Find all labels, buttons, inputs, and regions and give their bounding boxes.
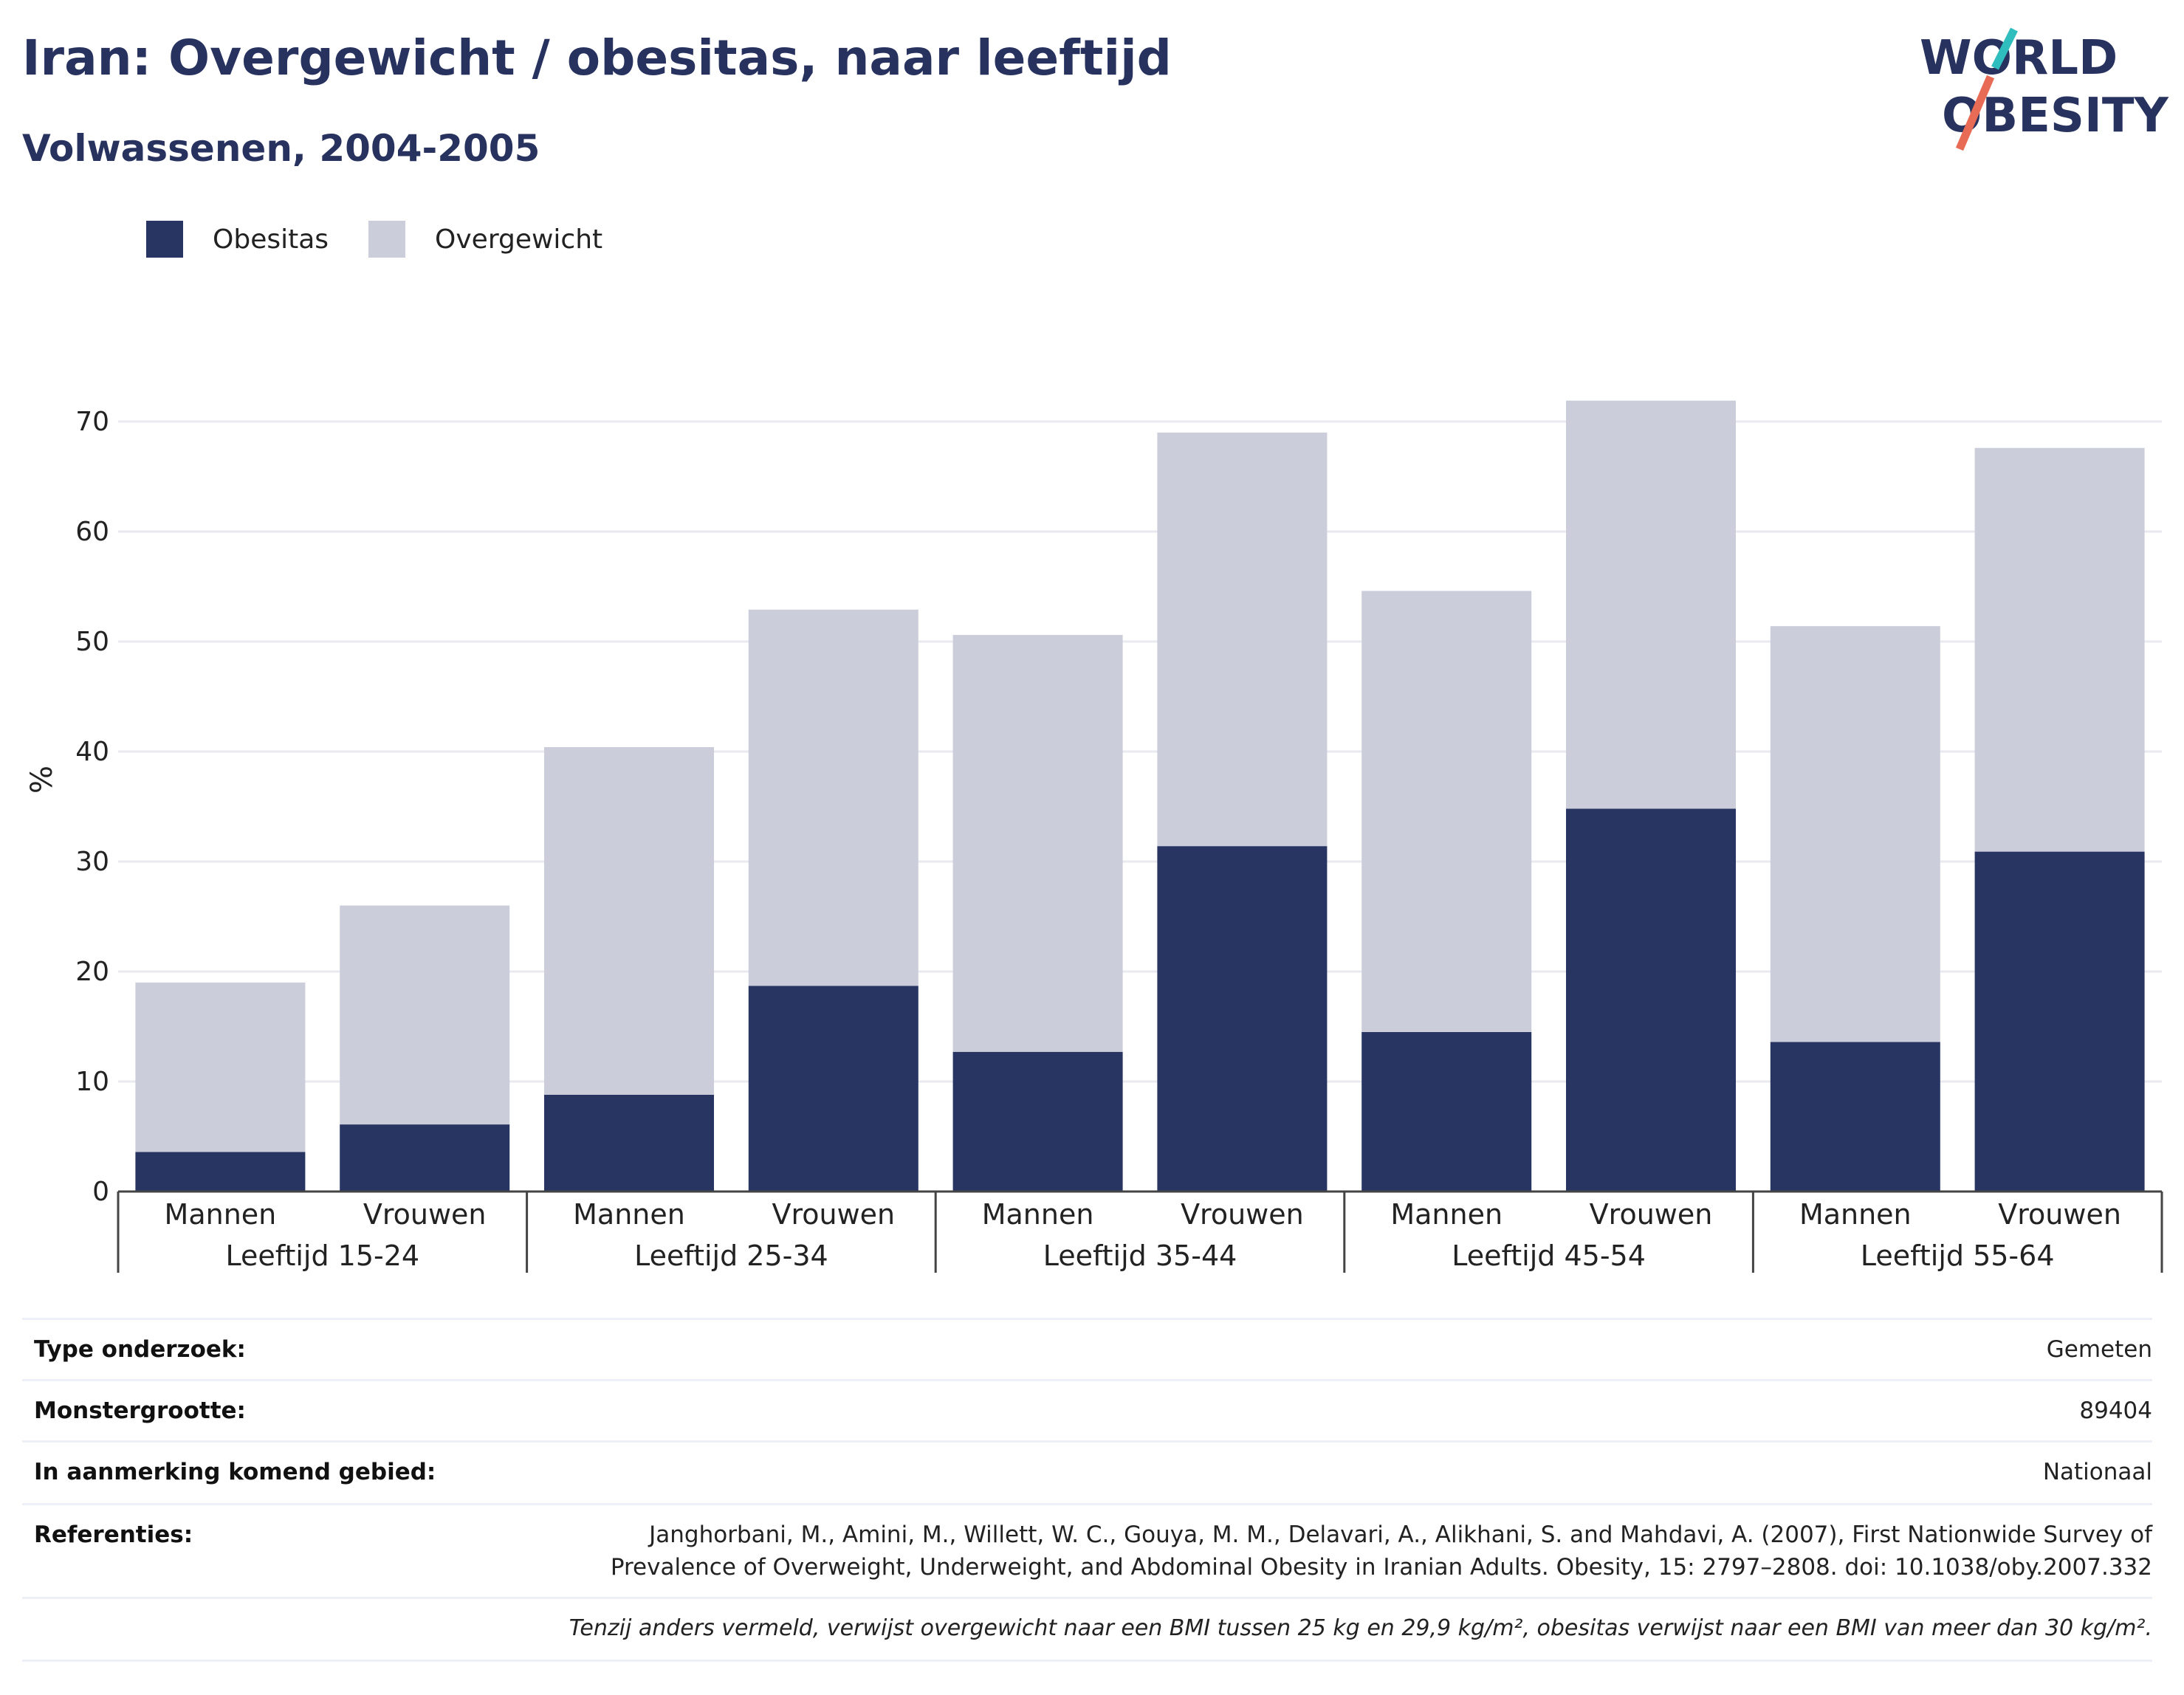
y-tick-label: 50 <box>75 627 109 657</box>
x-tick-label: Vrouwen <box>772 1198 895 1231</box>
chart-title: Iran: Overgewicht / obesitas, naar leeft… <box>22 30 1172 86</box>
y-tick-label: 40 <box>75 737 109 767</box>
bar-obesitas-vrouwen-2 <box>748 986 918 1192</box>
x-tick-label: Vrouwen <box>1181 1198 1304 1231</box>
y-tick-label: 10 <box>75 1067 109 1097</box>
axes: 0 10 20 30 40 50 60 70% Mannen Vrouwen Leeftijd 15… <box>25 407 2163 1273</box>
info-value-references-line1: Janghorbani, M., Amini, M., Willett, W. … <box>649 1522 2152 1548</box>
legend-item-overgewicht: Overgewicht <box>368 221 602 258</box>
x-tick-label: Vrouwen <box>363 1198 487 1231</box>
y-tick-label: 20 <box>75 957 109 987</box>
legend-label-obesitas: Obesitas <box>213 224 329 255</box>
group-label: Leeftijd 45-54 <box>1452 1240 1646 1272</box>
bar-chart: 0 10 20 30 40 50 60 70% Mannen Vrouwen Leeftijd 15… <box>25 400 2163 1273</box>
bar-obesitas-mannen-3 <box>952 1051 1123 1192</box>
logo-slash-coral <box>1955 75 1995 151</box>
info-value-area: Nationaal <box>2042 1459 2152 1485</box>
x-tick-label: Mannen <box>1799 1198 1912 1231</box>
bar-overgewicht-mannen-1 <box>135 982 306 1152</box>
x-tick-label: Vrouwen <box>1590 1198 1713 1231</box>
bar-overgewicht-vrouwen-3 <box>1157 432 1328 847</box>
bar-obesitas-mannen-2 <box>544 1094 714 1192</box>
bar-overgewicht-vrouwen-4 <box>1566 400 1736 809</box>
info-row-references: Referenties: Janghorbani, M., Amini, M.,… <box>22 1503 2152 1597</box>
y-tick-label: 30 <box>75 847 109 877</box>
legend-item-obesitas: Obesitas <box>146 221 329 258</box>
bar-obesitas-mannen-1 <box>135 1152 306 1192</box>
bar-obesitas-vrouwen-5 <box>1974 851 2145 1192</box>
info-row-sample: Monstergrootte: 89404 <box>22 1379 2152 1440</box>
y-tick-label: 70 <box>75 407 109 437</box>
x-tick-label: Vrouwen <box>1998 1198 2121 1231</box>
x-tick-label: Mannen <box>573 1198 685 1231</box>
group-label: Leeftijd 25-34 <box>634 1240 828 1272</box>
info-row-type: Type onderzoek: Gemeten <box>22 1318 2152 1379</box>
chart-subtitle: Volwassenen, 2004-2005 <box>22 127 540 170</box>
legend-label-overgewicht: Overgewicht <box>435 224 603 255</box>
info-value-sample: 89404 <box>2079 1397 2152 1424</box>
bar-obesitas-mannen-4 <box>1361 1031 1532 1192</box>
bar-overgewicht-mannen-3 <box>952 635 1123 1052</box>
group-label: Leeftijd 15-24 <box>225 1240 419 1272</box>
footnote-row: Tenzij anders vermeld, verwijst overgewi… <box>22 1597 2152 1662</box>
bar-overgewicht-mannen-5 <box>1770 626 1940 1042</box>
bar-overgewicht-vrouwen-2 <box>748 609 918 986</box>
bars <box>135 400 2145 1192</box>
group-label: Leeftijd 55-64 <box>1861 1240 2055 1272</box>
bar-obesitas-vrouwen-4 <box>1566 808 1736 1192</box>
bar-obesitas-vrouwen-3 <box>1157 846 1328 1192</box>
x-tick-label: Mannen <box>982 1198 1094 1231</box>
group-label: Leeftijd 35-44 <box>1043 1240 1237 1272</box>
y-tick-label: 0 <box>92 1177 109 1207</box>
logo-slash-teal <box>1991 27 2018 70</box>
info-label-type: Type onderzoek: <box>34 1336 246 1363</box>
legend-swatch-obesitas <box>146 221 183 258</box>
info-label-sample: Monstergrootte: <box>34 1397 246 1424</box>
bar-overgewicht-vrouwen-5 <box>1974 447 2145 852</box>
y-axis-label: % <box>25 766 59 794</box>
legend-swatch-overgewicht <box>368 221 406 258</box>
world-obesity-logo: WORLD OBESITY <box>1920 27 2168 151</box>
bar-obesitas-mannen-5 <box>1770 1042 1940 1192</box>
bar-overgewicht-mannen-2 <box>544 747 714 1095</box>
x-tick-label: Mannen <box>165 1198 277 1231</box>
footnote: Tenzij anders vermeld, verwijst overgewi… <box>569 1615 2152 1641</box>
info-table: Type onderzoek: Gemeten Monstergrootte: … <box>22 1318 2152 1662</box>
info-value-references-line2: Prevalence of Overweight, Underweight, a… <box>610 1554 2152 1581</box>
info-row-area: In aanmerking komend gebied: Nationaal <box>22 1440 2152 1503</box>
info-value-type: Gemeten <box>2046 1336 2152 1363</box>
logo-text-world: WORLD <box>1920 31 2118 86</box>
info-label-references: Referenties: <box>34 1522 193 1548</box>
info-label-area: In aanmerking komend gebied: <box>34 1459 436 1485</box>
bar-overgewicht-mannen-4 <box>1361 591 1532 1032</box>
bar-overgewicht-vrouwen-1 <box>340 905 510 1125</box>
x-tick-label: Mannen <box>1390 1198 1503 1231</box>
bar-obesitas-vrouwen-1 <box>340 1124 510 1192</box>
y-tick-label: 60 <box>75 517 109 547</box>
chart-legend: Obesitas Overgewicht <box>146 219 642 260</box>
